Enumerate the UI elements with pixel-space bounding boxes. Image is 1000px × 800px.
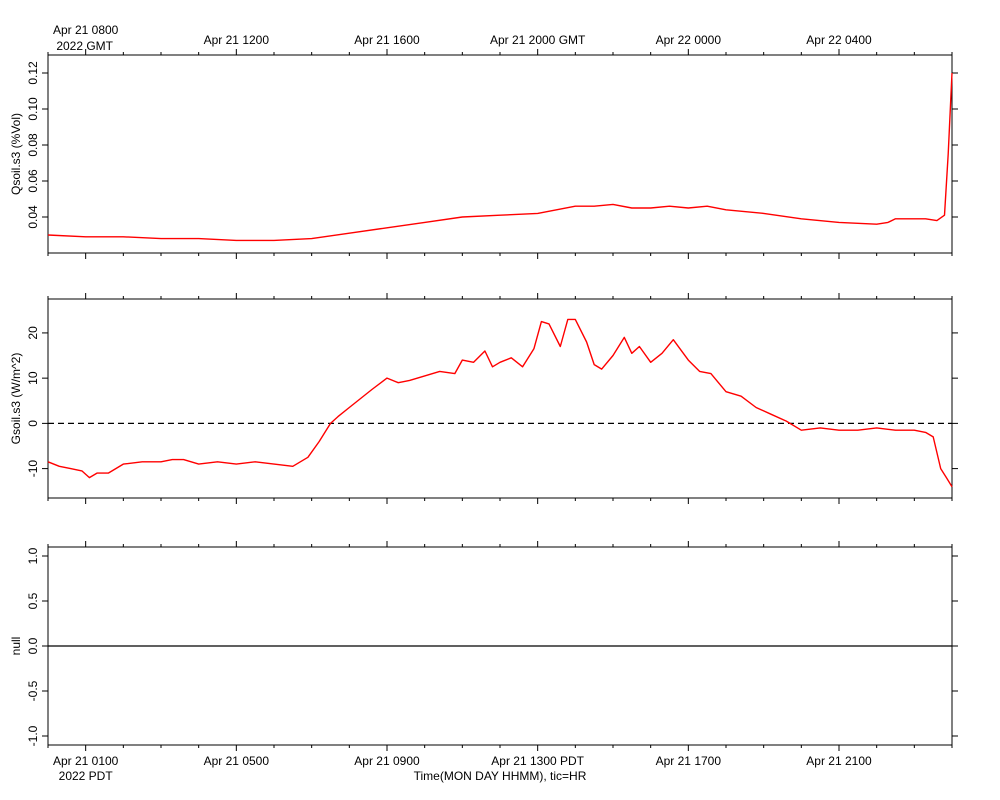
y-tick-label: -1.0 [26, 725, 40, 746]
top-tick-label: Apr 22 0000 [656, 33, 722, 47]
panel-frame [47, 54, 953, 254]
y-tick-label: 10 [26, 371, 40, 385]
y-tick-label: 0 [26, 420, 40, 427]
y-tick-label: 1.0 [26, 547, 40, 564]
top-time-axis: Apr 21 0800 Apr 21 1200 Apr 21 1600 Apr 21 … [53, 23, 872, 53]
y-tick-label: 0.04 [26, 205, 40, 229]
y-axis-label: Qsoil.s3 (%Vol) [9, 113, 23, 195]
top-tick-label: Apr 21 0800 [53, 23, 119, 37]
top-year-label: 2022 GMT [56, 39, 113, 53]
y-tick-label: 0.12 [26, 61, 40, 85]
bottom-year-label: 2022 PDT [59, 769, 114, 783]
panel-qsoil: 0.04 0.06 0.08 0.10 0.12 Qsoil.s3 (%Vol) [9, 49, 958, 259]
bottom-tick-label: Apr 21 1300 PDT [491, 754, 584, 768]
y-tick-label: 0.08 [26, 133, 40, 157]
bottom-axis-title: Time(MON DAY HHMM), tic=HR [414, 769, 587, 783]
bottom-tick-label: Apr 21 2100 [806, 754, 872, 768]
y-tick-label: 0.0 [26, 637, 40, 654]
series-line [47, 318, 953, 488]
y-tick-label: 0.5 [26, 592, 40, 609]
panel-frame [47, 298, 953, 499]
y-tick-label: 0.06 [26, 169, 40, 193]
y-tick-label: -10 [26, 460, 40, 478]
top-tick-label: Apr 21 1600 [354, 33, 420, 47]
top-tick-label: Apr 22 0400 [806, 33, 872, 47]
panel-null: -1.0 -0.5 0.0 0.5 1.0 null [9, 541, 958, 751]
series-line [47, 72, 953, 242]
bottom-tick-label: Apr 21 1700 [656, 754, 722, 768]
top-tick-label: Apr 21 2000 GMT [490, 33, 586, 47]
y-axis-label: Gsoil.s3 (W/m^2) [9, 353, 23, 445]
top-tick-label: Apr 21 1200 [204, 33, 270, 47]
y-tick-label: 20 [26, 326, 40, 340]
bottom-tick-label: Apr 21 0500 [204, 754, 270, 768]
y-axis-label: null [9, 637, 23, 656]
bottom-time-axis: Apr 21 0100 Apr 21 0500 Apr 21 0900 Apr 21 … [53, 754, 872, 783]
y-tick-label: 0.10 [26, 97, 40, 121]
bottom-tick-label: Apr 21 0100 [53, 754, 119, 768]
bottom-tick-label: Apr 21 0900 [354, 754, 420, 768]
y-tick-label: -0.5 [26, 680, 40, 701]
